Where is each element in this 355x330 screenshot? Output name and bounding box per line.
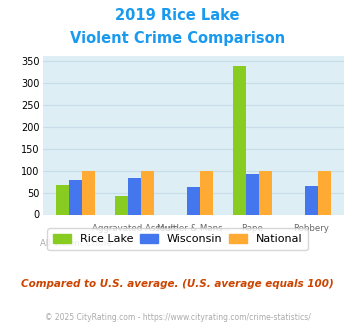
- Bar: [318, 171, 331, 214]
- Text: 2019 Rice Lake: 2019 Rice Lake: [115, 8, 240, 23]
- Bar: [233, 66, 246, 214]
- Bar: [128, 179, 141, 214]
- Bar: [69, 180, 82, 214]
- Bar: [305, 186, 318, 214]
- Text: Rape: Rape: [241, 224, 263, 233]
- Bar: [82, 171, 95, 214]
- Legend: Rice Lake, Wisconsin, National: Rice Lake, Wisconsin, National: [48, 228, 307, 250]
- Bar: [115, 196, 128, 214]
- Bar: [259, 171, 272, 214]
- Bar: [187, 187, 200, 214]
- Text: Violent Crime Comparison: Violent Crime Comparison: [70, 31, 285, 46]
- Text: Robbery: Robbery: [293, 224, 329, 233]
- Text: Murder & Mans...: Murder & Mans...: [157, 224, 230, 233]
- Bar: [141, 171, 154, 214]
- Bar: [246, 174, 259, 214]
- Text: All Violent Crime: All Violent Crime: [40, 239, 111, 248]
- Bar: [56, 185, 69, 214]
- Bar: [200, 171, 213, 214]
- Text: © 2025 CityRating.com - https://www.cityrating.com/crime-statistics/: © 2025 CityRating.com - https://www.city…: [45, 314, 310, 322]
- Text: Aggravated Assault: Aggravated Assault: [92, 224, 177, 233]
- Text: Compared to U.S. average. (U.S. average equals 100): Compared to U.S. average. (U.S. average …: [21, 279, 334, 289]
